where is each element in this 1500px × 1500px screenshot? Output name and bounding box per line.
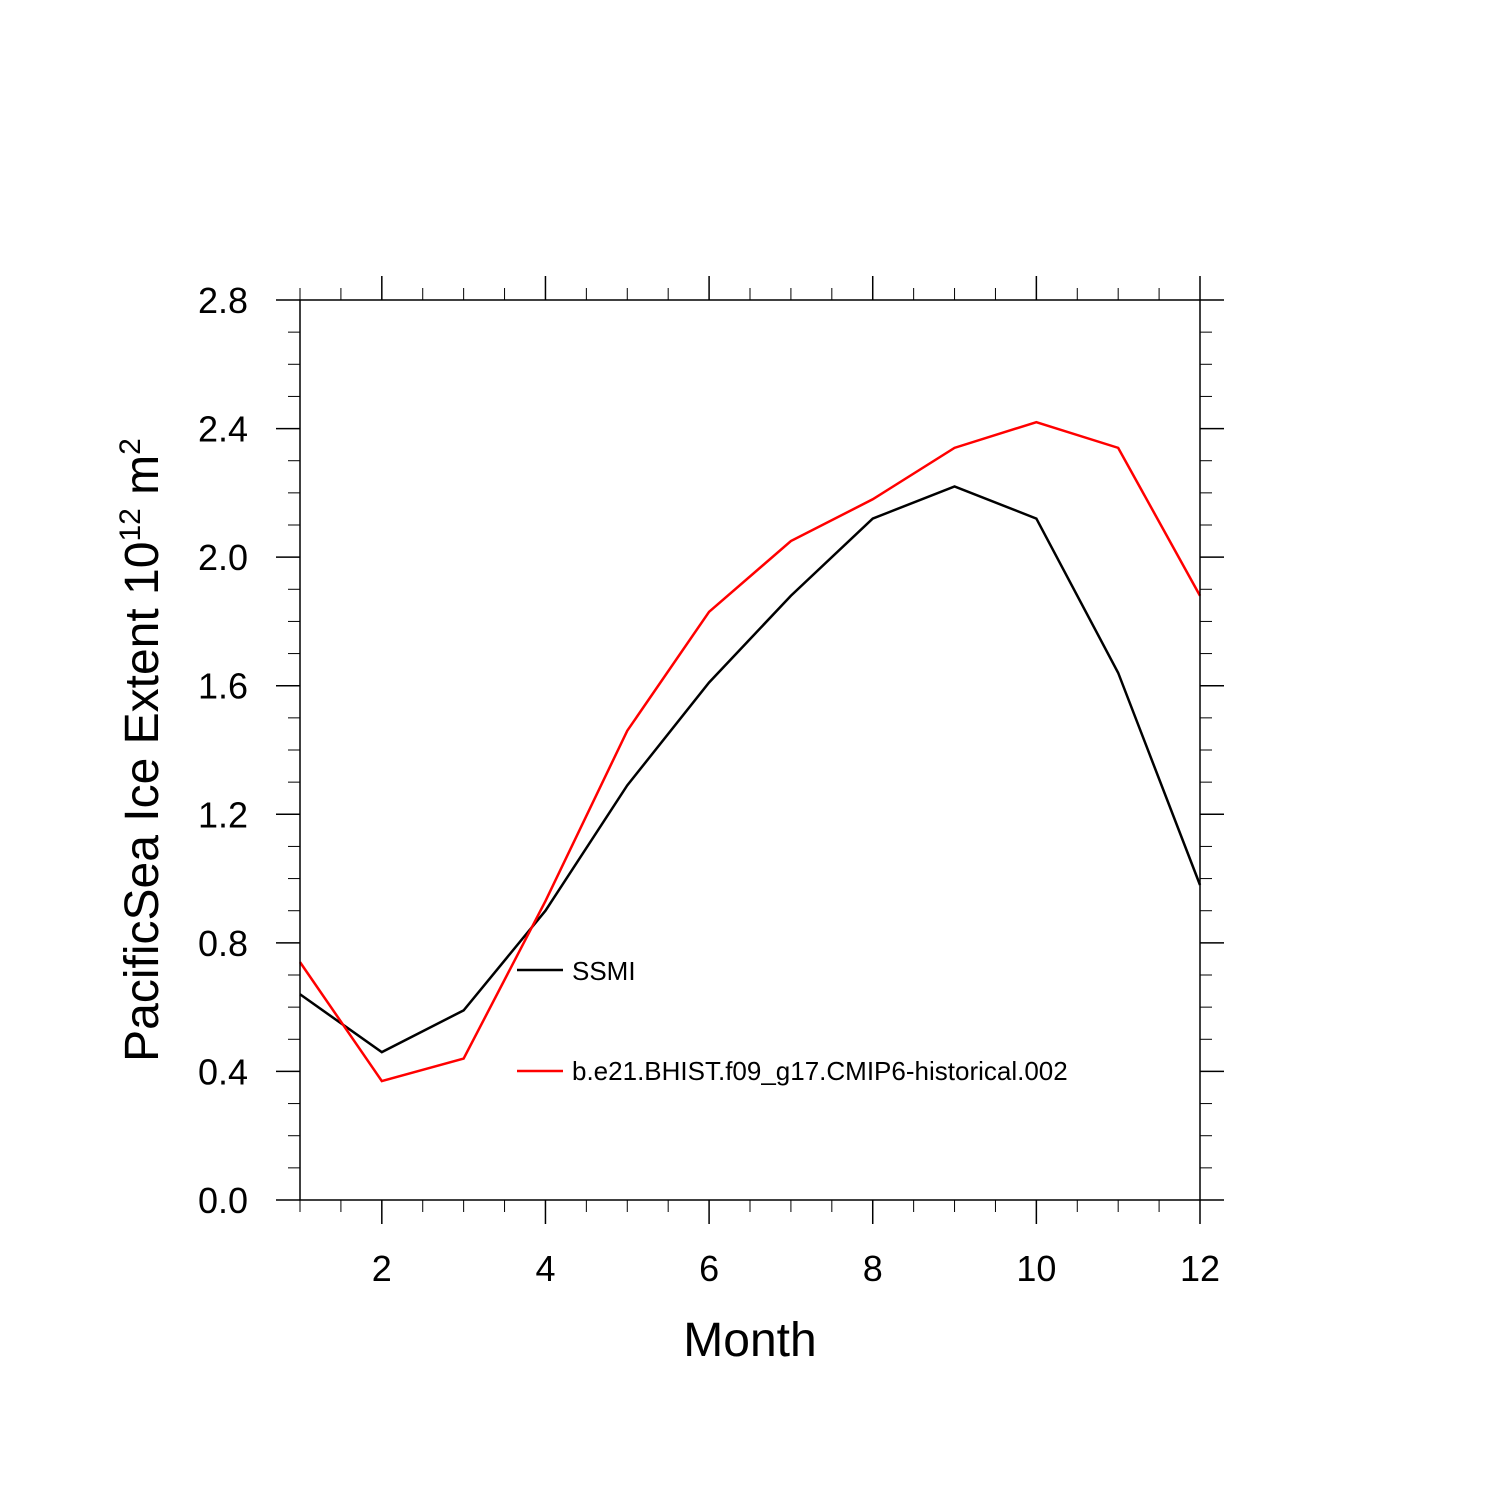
y-axis-title-prefix: PacificSea Ice Extent 10 bbox=[116, 542, 169, 1062]
legend: SSMI b.e21.BHIST.f09_g17.CMIP6-historica… bbox=[517, 956, 1068, 1086]
x-tick-labels: 2 4 6 8 10 12 bbox=[372, 1248, 1220, 1289]
y-axis-title-unit: m bbox=[116, 455, 169, 508]
legend-label-ssmi: SSMI bbox=[572, 956, 636, 986]
y-tick-label: 2.8 bbox=[198, 280, 248, 321]
y-tick-label: 0.8 bbox=[198, 923, 248, 964]
x-tick-label: 6 bbox=[699, 1248, 719, 1289]
y-tick-label: 2.0 bbox=[198, 537, 248, 578]
x-tick-label: 4 bbox=[535, 1248, 555, 1289]
major-ticks bbox=[276, 276, 1224, 1224]
y-tick-label: 0.0 bbox=[198, 1180, 248, 1221]
series-line-model bbox=[298, 420, 1202, 1083]
series-line-ssmi bbox=[299, 485, 1202, 1054]
y-tick-label: 1.2 bbox=[198, 794, 248, 835]
minor-ticks bbox=[288, 288, 1212, 1212]
x-tick-label: 12 bbox=[1180, 1248, 1220, 1289]
series-lines bbox=[298, 420, 1202, 1083]
x-tick-label: 10 bbox=[1016, 1248, 1056, 1289]
y-tick-label: 0.4 bbox=[198, 1051, 248, 1092]
y-tick-label: 2.4 bbox=[198, 409, 248, 450]
y-axis-title: PacificSea Ice Extent 1012 m2 bbox=[114, 438, 169, 1062]
plot-frame bbox=[299, 299, 1201, 1201]
y-axis-title-unit-exponent: 2 bbox=[114, 438, 147, 455]
x-tick-label: 8 bbox=[863, 1248, 883, 1289]
y-axis-title-exponent: 12 bbox=[114, 508, 147, 541]
x-tick-label: 2 bbox=[372, 1248, 392, 1289]
legend-label-model: b.e21.BHIST.f09_g17.CMIP6-historical.002 bbox=[572, 1056, 1068, 1086]
y-tick-label: 1.6 bbox=[198, 666, 248, 707]
y-tick-labels: 0.0 0.4 0.8 1.2 1.6 2.0 2.4 2.8 bbox=[198, 280, 248, 1221]
x-axis-title: Month bbox=[683, 1314, 816, 1367]
